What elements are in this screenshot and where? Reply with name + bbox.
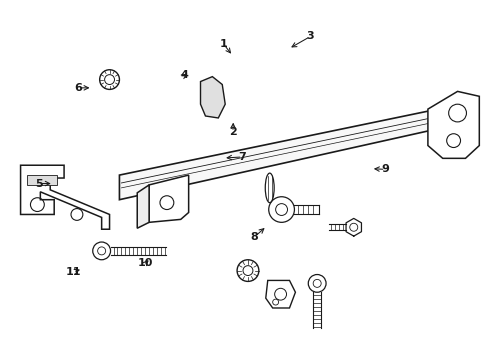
Ellipse shape	[265, 173, 274, 203]
Circle shape	[237, 260, 259, 282]
Text: 3: 3	[307, 31, 314, 41]
Circle shape	[269, 197, 294, 222]
Polygon shape	[266, 280, 295, 308]
Text: 5: 5	[35, 179, 43, 189]
Text: 10: 10	[138, 258, 153, 268]
Polygon shape	[137, 185, 149, 228]
Text: 9: 9	[382, 165, 390, 174]
Text: 4: 4	[180, 71, 188, 80]
Polygon shape	[21, 165, 110, 229]
Polygon shape	[120, 109, 438, 200]
Polygon shape	[428, 91, 479, 158]
Polygon shape	[200, 77, 225, 118]
Text: 11: 11	[65, 267, 81, 277]
Text: 6: 6	[74, 83, 82, 93]
Polygon shape	[149, 175, 189, 222]
Text: 2: 2	[229, 127, 237, 137]
Polygon shape	[346, 219, 362, 236]
Circle shape	[93, 242, 111, 260]
Circle shape	[99, 70, 120, 89]
Text: 1: 1	[220, 39, 227, 49]
Text: 7: 7	[239, 152, 246, 162]
Polygon shape	[27, 175, 57, 185]
Text: 8: 8	[251, 232, 259, 242]
Circle shape	[308, 275, 326, 292]
